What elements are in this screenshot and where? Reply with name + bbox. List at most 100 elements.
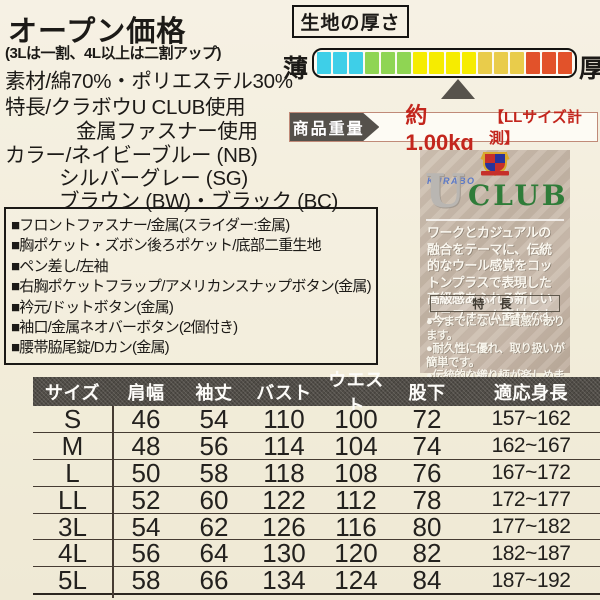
cell: 5L bbox=[58, 565, 87, 596]
kurabo-logo-text: KURABO bbox=[427, 176, 476, 186]
detail-item: ■衿元/ドットボタン(金属) bbox=[11, 298, 174, 316]
cell: S bbox=[63, 403, 82, 434]
table-row: L 50 58 118 108 76 167~172 bbox=[33, 460, 600, 487]
feature-line-2: 金属ファスナー使用 bbox=[76, 120, 258, 143]
table-row: 3L 54 62 126 116 80 177~182 bbox=[33, 514, 600, 541]
table-row: M 48 56 114 104 74 162~167 bbox=[33, 433, 600, 460]
fabric-thickness-title: 生地の厚さ bbox=[292, 5, 409, 38]
details-box: ■フロントファスナー/金属(スライダー:金属) ■胸ポケット・ズボン後ろポケット… bbox=[4, 207, 378, 365]
weight-label: 商品重量 bbox=[290, 113, 380, 141]
cell: 130 bbox=[262, 538, 306, 569]
table-column-divider bbox=[112, 406, 114, 598]
cell: 134 bbox=[262, 565, 306, 596]
cell: 78 bbox=[412, 484, 442, 515]
cell: 74 bbox=[412, 430, 442, 461]
scale-segment bbox=[525, 52, 540, 74]
cell: 56 bbox=[131, 538, 161, 569]
cell: 116 bbox=[335, 511, 377, 542]
scale-segment bbox=[461, 52, 476, 74]
scale-segment bbox=[541, 52, 556, 74]
header-bust: バスト bbox=[256, 382, 312, 403]
scale-segment bbox=[509, 52, 524, 74]
cell: 82 bbox=[412, 538, 442, 569]
cell: LL bbox=[58, 484, 87, 515]
uclub-logo-u: U bbox=[425, 164, 466, 218]
cell: 80 bbox=[412, 511, 442, 542]
cell: 54 bbox=[131, 511, 161, 542]
cell: 52 bbox=[131, 484, 161, 515]
scale-segment bbox=[365, 52, 380, 74]
size-table-header: サイズ 肩幅 袖丈 バスト ウエスト 股下 適応身長 bbox=[33, 370, 600, 416]
scale-segment bbox=[317, 52, 332, 74]
scale-segment bbox=[333, 52, 348, 74]
cell: 58 bbox=[131, 565, 161, 596]
color-line-1: カラー/ネイビーブルー (NB) bbox=[5, 144, 258, 167]
cell: 162~167 bbox=[491, 434, 571, 458]
cell: 48 bbox=[131, 430, 161, 461]
cell: 104 bbox=[334, 430, 378, 461]
cell: 112 bbox=[335, 484, 377, 515]
cell: 58 bbox=[199, 457, 229, 488]
detail-item: ■右胸ポケットフラップ/アメリカンスナップボタン(金属) bbox=[11, 278, 372, 296]
cell: 76 bbox=[412, 457, 442, 488]
cell: 124 bbox=[334, 565, 378, 596]
scale-segment bbox=[557, 52, 572, 74]
detail-item: ■ペン差し/左袖 bbox=[11, 257, 109, 275]
cell: 172~177 bbox=[491, 488, 571, 512]
cell: 182~187 bbox=[491, 541, 571, 565]
weight-note: 【LLサイズ計測】 bbox=[488, 109, 582, 147]
header-height-range: 適応身長 bbox=[494, 382, 568, 403]
scale-segment bbox=[445, 52, 460, 74]
cell: 64 bbox=[199, 538, 229, 569]
header-inseam: 股下 bbox=[408, 382, 446, 403]
header-sleeve: 袖丈 bbox=[195, 382, 233, 403]
scale-segment bbox=[397, 52, 412, 74]
weight-value: 約1.00kg bbox=[405, 103, 474, 155]
scale-segment bbox=[349, 52, 364, 74]
thickness-scale-bar bbox=[312, 48, 577, 78]
cell: 46 bbox=[131, 403, 161, 434]
cell: 72 bbox=[412, 403, 442, 434]
cell: 4L bbox=[58, 538, 87, 569]
scale-segment bbox=[477, 52, 492, 74]
cell: 122 bbox=[262, 484, 306, 515]
detail-item: ■フロントファスナー/金属(スライダー:金属) bbox=[11, 217, 290, 234]
scale-segment bbox=[381, 52, 396, 74]
cell: 66 bbox=[199, 565, 229, 596]
cell: 100 bbox=[334, 403, 378, 434]
uclub-feature-item: ●今までにない上質感があります。 bbox=[426, 316, 565, 342]
scale-segment bbox=[413, 52, 428, 74]
scale-segment bbox=[429, 52, 444, 74]
cell: L bbox=[65, 457, 80, 488]
size-table-body: S 46 54 110 100 72 157~162 M 48 56 114 1… bbox=[33, 406, 600, 596]
uclub-feature-item: ●耐久性に優れ、取り扱いが簡単です。 bbox=[426, 343, 565, 369]
uclub-logo-club: CLUB bbox=[468, 179, 569, 212]
feature-line-1: 特長/クラボウU CLUB使用 bbox=[5, 96, 246, 119]
table-row: 4L 56 64 130 120 82 182~187 bbox=[33, 538, 600, 569]
cell: 167~172 bbox=[491, 461, 571, 485]
color-line-2: シルバーグレー (SG) bbox=[59, 167, 248, 190]
detail-item: ■腰帯脇尾錠/Dカン(金属) bbox=[11, 339, 170, 357]
cell: 54 bbox=[199, 403, 229, 434]
uclub-description: ワークとカジュアルの融合をテーマに、伝統的なウール感覚をコットンプラスで表現した… bbox=[427, 225, 563, 323]
cell: 56 bbox=[199, 430, 229, 461]
header-size: サイズ bbox=[45, 382, 100, 403]
thickness-marker-track bbox=[312, 79, 577, 101]
header-waist: ウエスト bbox=[328, 369, 384, 416]
cell: 3L bbox=[58, 511, 87, 542]
cell: 60 bbox=[199, 484, 229, 515]
uclub-features-title: 特 長 bbox=[430, 295, 560, 312]
cell: 187~192 bbox=[491, 568, 571, 592]
table-row: S 46 54 110 100 72 157~162 bbox=[33, 406, 600, 433]
cell: 62 bbox=[199, 511, 229, 542]
cell: M bbox=[61, 430, 84, 461]
uclub-brand-panel: KURABO U CLUB ワークとカジュアルの融合をテーマに、伝統的なウール感… bbox=[420, 150, 570, 396]
cell: 157~162 bbox=[491, 407, 571, 431]
uclub-crest-icon bbox=[480, 152, 510, 176]
table-row: LL 52 60 122 112 78 172~177 bbox=[33, 487, 600, 514]
thick-label: 厚 bbox=[579, 55, 600, 83]
cell: 126 bbox=[262, 511, 306, 542]
uclub-features-list: ●今までにない上質感があります。 ●耐久性に優れ、取り扱いが簡単です。 ●伝統的… bbox=[426, 316, 566, 397]
header-shoulder: 肩幅 bbox=[127, 382, 165, 403]
cell: 108 bbox=[334, 457, 378, 488]
